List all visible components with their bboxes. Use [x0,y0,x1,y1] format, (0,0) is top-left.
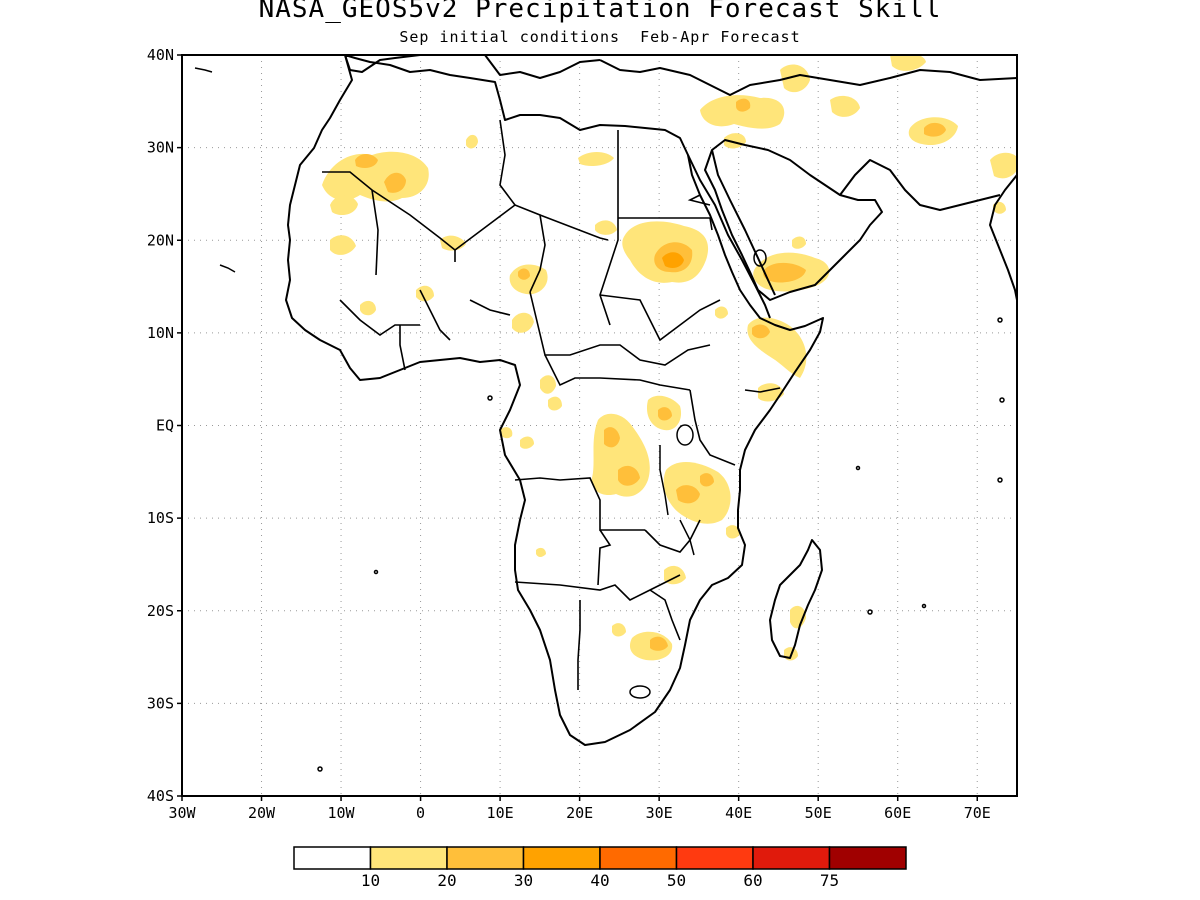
colorbar-segment [522,846,601,870]
colorbar-label: 30 [514,871,533,890]
lat-label: 30N [147,139,174,157]
colorbar-label: 10 [361,871,380,890]
colorbar-segment [675,846,754,870]
lon-label: 60E [884,804,911,822]
colorbar: 10 20 30 40 50 60 75 [293,846,907,890]
country-borders [322,119,781,690]
colorbar-segment [752,846,831,870]
latitude-labels: 40N 30N 20N 10N EQ 10S 20S 30S 40S [147,46,182,805]
lon-label: 10W [328,804,356,822]
colorbar-label: 75 [820,871,839,890]
lakes-islands [194,67,1005,772]
lat-label: 30S [147,694,174,712]
lon-label: 10E [487,804,514,822]
lat-label: 10S [147,509,174,527]
map-subtitle: Sep initial conditions Feb-Apr Forecast [399,28,801,46]
lat-label: 20N [147,231,174,249]
colorbar-segment [599,846,678,870]
coastlines [285,55,1017,746]
colorbar-segment [369,846,448,870]
lat-label: 20S [147,602,174,620]
lon-label: 50E [805,804,832,822]
colorbar-label: 20 [437,871,456,890]
colorbar-label: 50 [667,871,686,890]
lat-label: EQ [156,417,174,435]
lon-label: 30E [646,804,673,822]
lon-label: 20E [566,804,593,822]
lon-label: 30W [168,804,196,822]
lon-label: 70E [964,804,991,822]
colorbar-segment [446,846,525,870]
lat-label: 40S [147,787,174,805]
longitude-labels: 30W 20W 10W 0 10E 20E 30E 40E 50E 60E 70E [168,796,991,822]
colorbar-label: 60 [743,871,762,890]
lon-label: 20W [248,804,276,822]
skill-patches [322,55,1017,661]
colorbar-segment [293,846,372,870]
colorbar-segment [828,846,907,870]
lat-label: 10N [147,324,174,342]
lat-label: 40N [147,46,174,64]
lon-label: 0 [416,804,425,822]
map-title: NASA_GEOS5v2 Precipitation Forecast Skil… [258,0,942,24]
lon-label: 40E [725,804,752,822]
colorbar-label: 40 [590,871,609,890]
